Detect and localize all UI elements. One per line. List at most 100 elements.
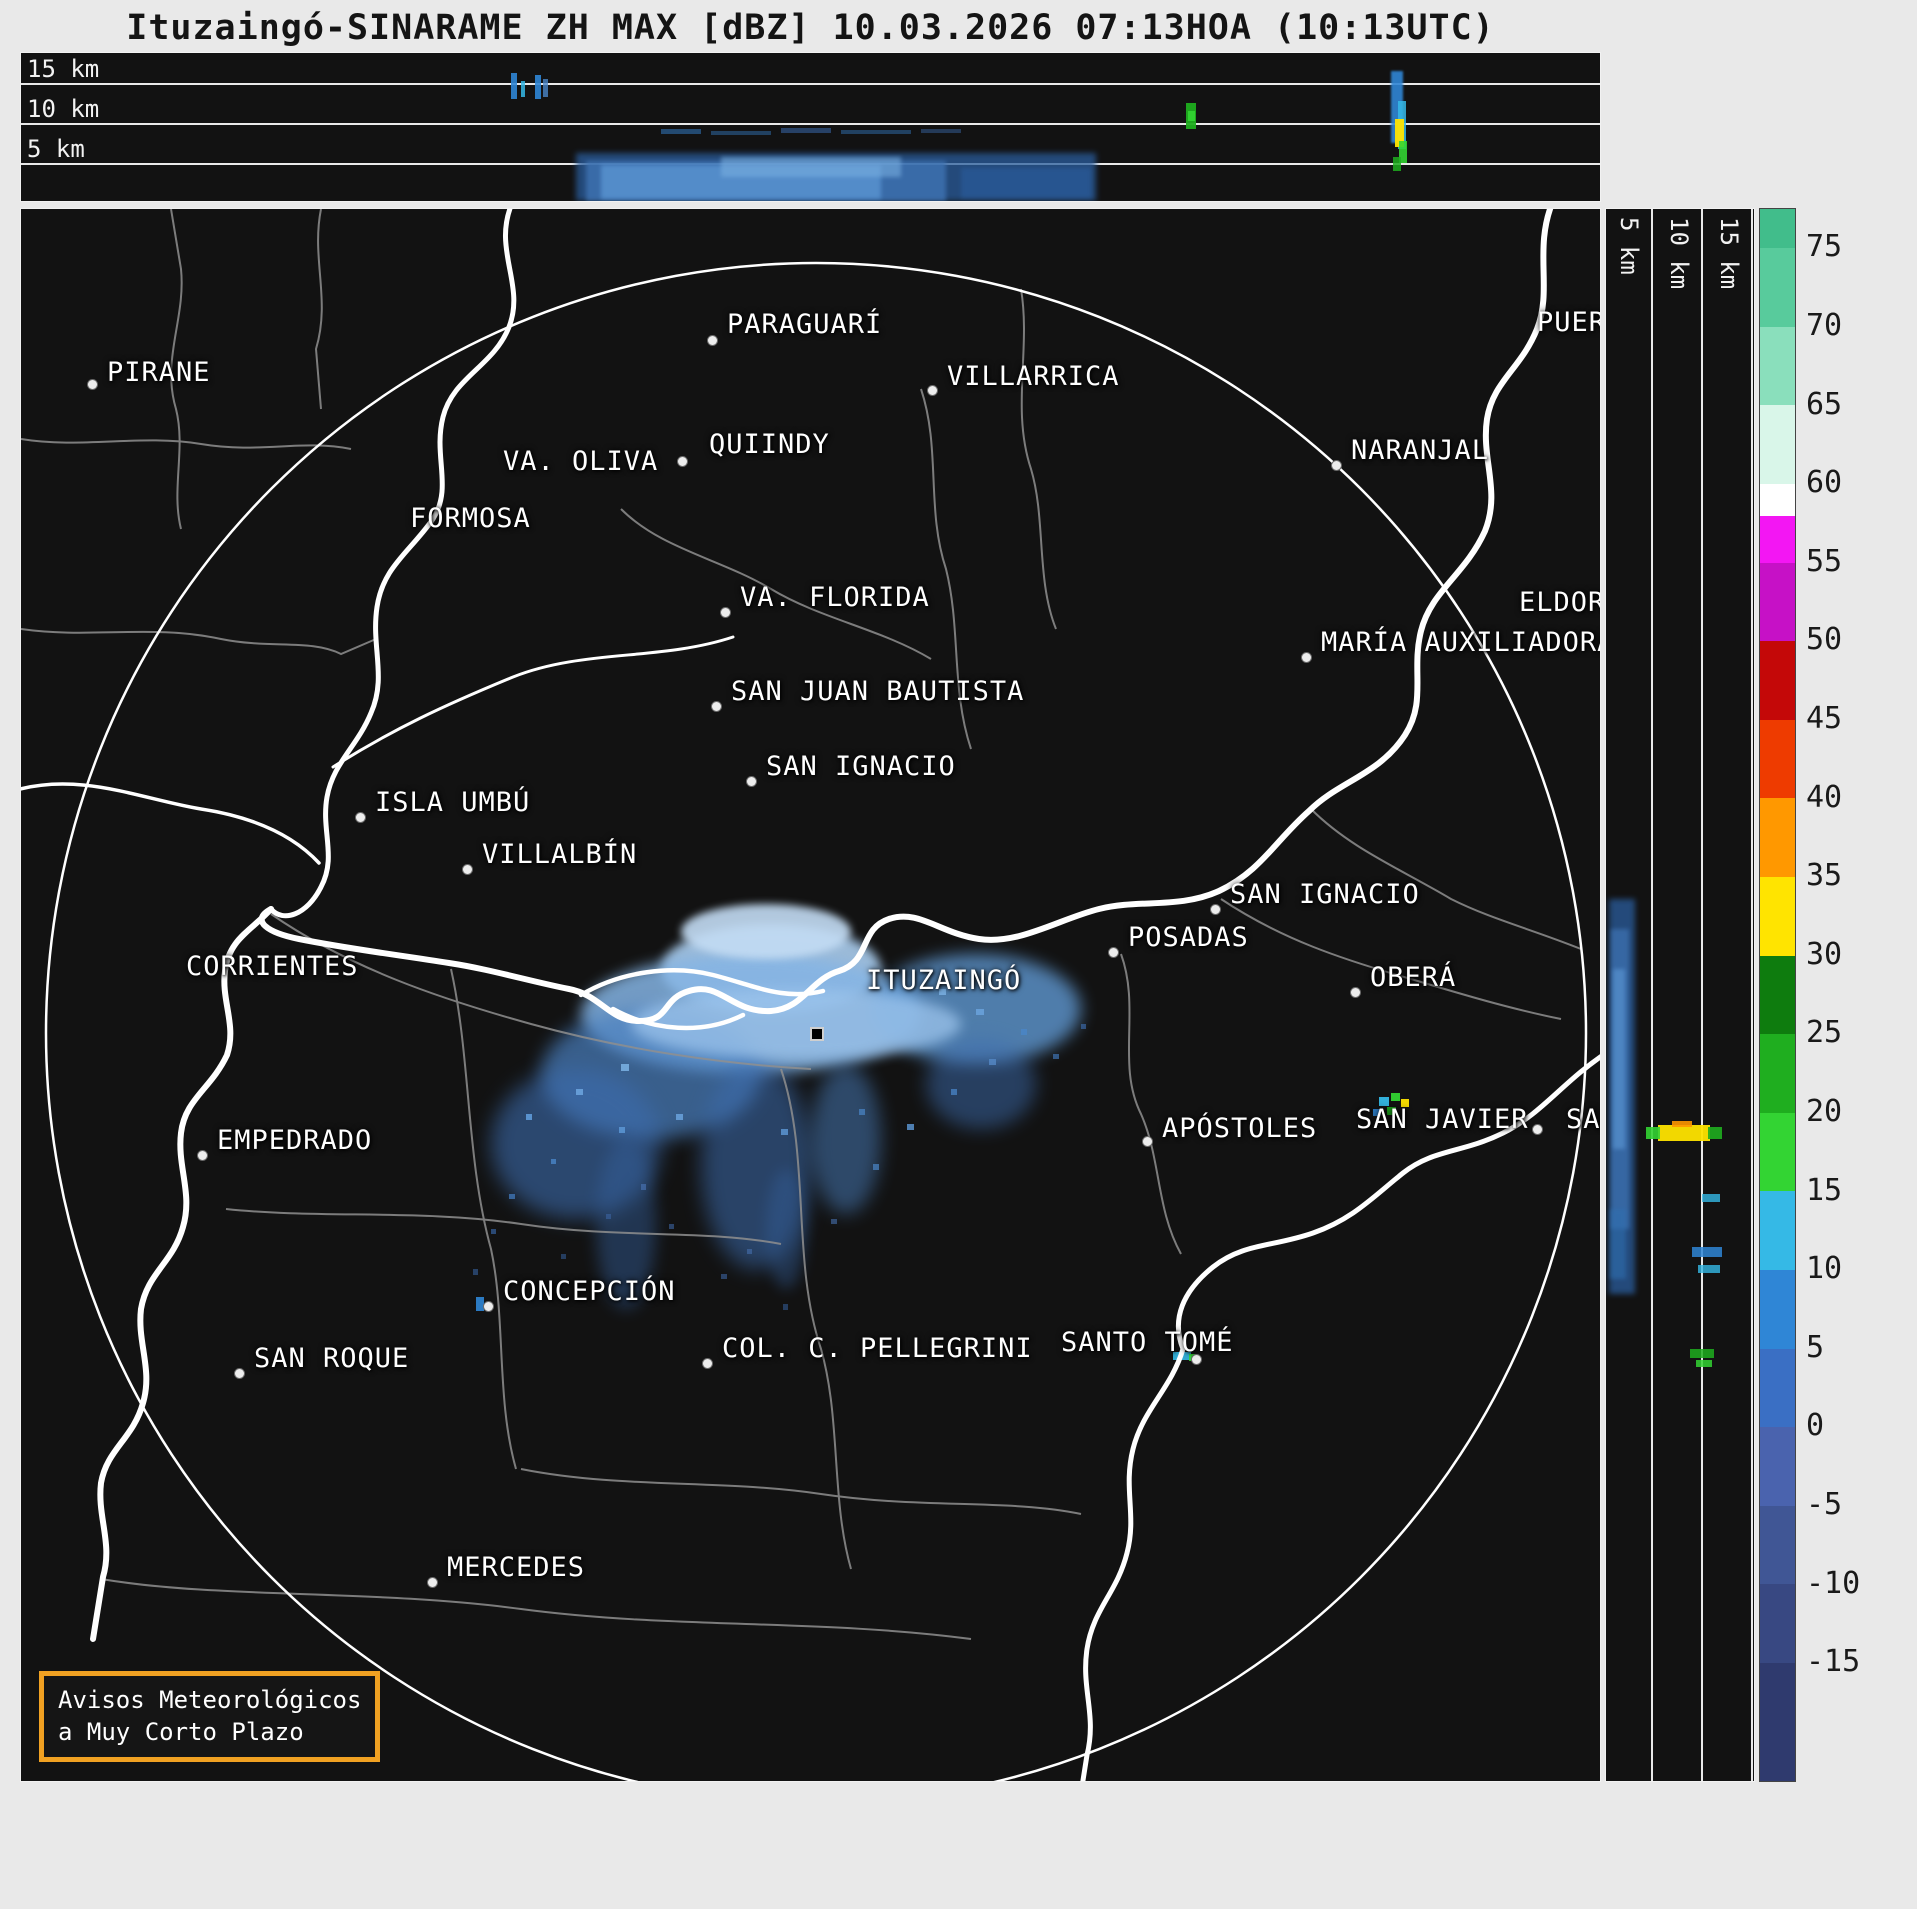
colorbar-tick-label: 35 bbox=[1806, 858, 1843, 894]
colorbar-tick-label: 75 bbox=[1806, 229, 1843, 265]
radar-echo bbox=[535, 75, 541, 99]
colorbar-tick-label: 20 bbox=[1806, 1093, 1843, 1129]
colorbar-tick-label: 70 bbox=[1806, 307, 1843, 343]
radar-echo bbox=[676, 1114, 683, 1120]
city-label: CONCEPCIÓN bbox=[503, 1276, 676, 1307]
warning-box: Avisos Meteorológicos a Muy Corto Plazo bbox=[39, 1671, 381, 1762]
radar-echo bbox=[521, 81, 525, 97]
radar-echo bbox=[1658, 1125, 1710, 1141]
city-label: VILLALBÍN bbox=[482, 839, 638, 870]
city-marker bbox=[483, 1301, 494, 1312]
colorbar-segment bbox=[1760, 248, 1795, 327]
radar-echo bbox=[1613, 969, 1625, 1149]
admin-boundaries bbox=[21, 209, 1582, 1640]
city-marker bbox=[1532, 1124, 1543, 1135]
colorbar-segment bbox=[1760, 326, 1795, 406]
city-marker bbox=[702, 1358, 713, 1369]
colorbar-segment bbox=[1760, 1662, 1795, 1781]
city-marker bbox=[355, 812, 366, 823]
top-cross-section-panel: 15 km 10 km 5 km bbox=[20, 52, 1601, 202]
radar-echo bbox=[781, 128, 831, 133]
radar-echo bbox=[721, 1274, 727, 1279]
radar-site-marker bbox=[810, 1027, 824, 1041]
radar-echo bbox=[1021, 1029, 1027, 1035]
altitude-label: 10 km bbox=[27, 95, 100, 123]
colorbar-segment bbox=[1760, 484, 1795, 516]
colorbar-segment bbox=[1760, 641, 1795, 720]
radar-echo bbox=[1188, 111, 1195, 121]
city-label: OBERÁ bbox=[1370, 962, 1457, 993]
city-label: VILLARRICA bbox=[947, 361, 1120, 392]
colorbar-segment bbox=[1760, 1348, 1795, 1428]
radar-echo bbox=[476, 1297, 484, 1311]
colorbar-segment bbox=[1760, 515, 1795, 563]
radar-echo bbox=[721, 157, 901, 177]
radar-echo bbox=[1401, 1099, 1409, 1107]
city-marker bbox=[746, 776, 757, 787]
colorbar-segment bbox=[1760, 1112, 1795, 1192]
radar-map-panel: PIRANE PARAGUARÍ VILLARRICA QUIINDY VA. OLIV… bbox=[20, 208, 1601, 1782]
warning-line-1: Avisos Meteorológicos bbox=[58, 1686, 362, 1714]
city-label: MARÍA AUXILIADORA bbox=[1321, 627, 1601, 658]
colorbar-tick-label: 55 bbox=[1806, 543, 1843, 579]
city-label: SANTO TOMÉ bbox=[1061, 1327, 1234, 1358]
radar-echo-layer bbox=[21, 209, 1600, 1781]
radar-echo bbox=[976, 1009, 984, 1015]
colorbar-tick-label: -5 bbox=[1806, 1486, 1843, 1522]
radar-echo bbox=[526, 1114, 532, 1120]
city-label: VA. FLORIDA bbox=[740, 582, 930, 613]
city-marker bbox=[462, 864, 473, 875]
city-label: QUIINDY bbox=[709, 429, 830, 460]
radar-echo bbox=[783, 1304, 788, 1310]
radar-echo bbox=[701, 1059, 811, 1269]
radar-echo bbox=[989, 1059, 996, 1065]
altitude-label: 15 km bbox=[27, 55, 100, 83]
city-label: NARANJAL bbox=[1351, 435, 1490, 466]
altitude-label: 5 km bbox=[27, 135, 85, 163]
radar-echo bbox=[619, 1127, 625, 1133]
radar-echo bbox=[1698, 1265, 1720, 1273]
radar-range-ring bbox=[44, 261, 1588, 1781]
radar-echo bbox=[661, 129, 701, 134]
city-label: SAN IGNACIO bbox=[766, 751, 956, 782]
radar-echo bbox=[1672, 1121, 1692, 1127]
city-label: SAN JUAN BAUTISTA bbox=[731, 676, 1025, 707]
radar-echo bbox=[907, 1124, 914, 1130]
city-label: ELDORADO bbox=[1519, 587, 1600, 618]
map-geography bbox=[21, 209, 1600, 1781]
colorbar-segment bbox=[1760, 562, 1795, 642]
radar-echo bbox=[543, 79, 548, 97]
colorbar-tick-label: 0 bbox=[1806, 1408, 1825, 1444]
colorbar-segment bbox=[1760, 877, 1795, 956]
altitude-label: 10 km bbox=[1665, 217, 1693, 290]
city-label: POSADAS bbox=[1128, 922, 1249, 953]
colorbar-tick-label: 65 bbox=[1806, 386, 1843, 422]
city-label: PARAGUARÍ bbox=[727, 309, 883, 340]
radar-echo bbox=[596, 1139, 656, 1309]
radar-echo bbox=[491, 1229, 496, 1234]
radar-echo bbox=[859, 1109, 865, 1115]
page-title: Ituzaingó-SINARAME ZH MAX [dBZ] 10.03.20… bbox=[126, 8, 1495, 48]
radar-echo bbox=[511, 73, 517, 99]
colorbar-tick-label: 15 bbox=[1806, 1172, 1843, 1208]
city-marker bbox=[927, 385, 938, 396]
city-label: COL. C. PELLEGRINI bbox=[722, 1333, 1033, 1364]
radar-echo bbox=[561, 1254, 566, 1259]
colorbar-segment bbox=[1760, 209, 1795, 249]
radar-echo bbox=[1373, 1109, 1381, 1116]
radar-echo bbox=[781, 1129, 788, 1135]
radar-echo bbox=[961, 168, 1091, 198]
radar-echo bbox=[1387, 1107, 1396, 1115]
altitude-gridline bbox=[21, 123, 1600, 125]
colorbar-segment bbox=[1760, 1584, 1795, 1663]
radar-echo bbox=[711, 131, 771, 135]
city-label: APÓSTOLES bbox=[1162, 1113, 1318, 1144]
colorbar-segment bbox=[1760, 405, 1795, 485]
city-label: FORMOSA bbox=[410, 503, 531, 534]
city-label: SAN JAVIER bbox=[1356, 1104, 1529, 1135]
colorbar-tick-label: 60 bbox=[1806, 465, 1843, 501]
colorbar-segment bbox=[1760, 1505, 1795, 1585]
city-label: CORRIENTES bbox=[186, 951, 359, 982]
city-label: PIRANE bbox=[107, 357, 211, 388]
city-label: EMPEDRADO bbox=[217, 1125, 373, 1156]
